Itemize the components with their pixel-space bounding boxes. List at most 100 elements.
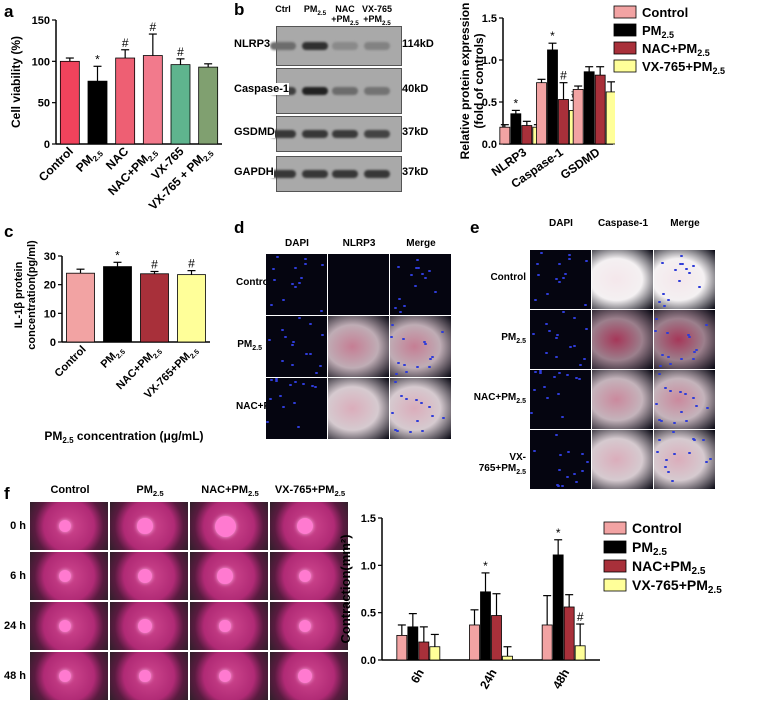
chart-b-y-axis-label: Relative protein expression <box>458 3 472 160</box>
blot-strip <box>270 156 402 192</box>
chart-f-ytick-label: 0.5 <box>361 608 376 620</box>
c-significance-mark: # <box>188 257 195 271</box>
nucleus-dot <box>661 262 664 264</box>
nucleus-dot <box>289 384 292 386</box>
nucleus-dot <box>311 385 314 387</box>
legend-b-swatch <box>613 23 637 37</box>
nucleus-dot <box>661 354 664 356</box>
micro-image-cell <box>328 316 389 377</box>
chart-b-bar <box>510 113 522 145</box>
chart-f-bar <box>469 624 480 661</box>
nucleus-dot <box>561 416 564 418</box>
nucleus-dot <box>655 403 658 405</box>
micro-image-cell <box>654 310 715 369</box>
nucleus-dot <box>585 260 588 262</box>
nucleus-dot <box>270 379 273 381</box>
wells-column-label: NAC+PM2.5 <box>201 484 259 499</box>
panel-label-e: e <box>470 218 480 237</box>
blot-size-label: 37kD <box>402 166 429 178</box>
gel-disc <box>298 569 312 583</box>
nucleus-dot <box>680 411 683 413</box>
nucleus-dot <box>304 263 307 265</box>
nucleus-dot <box>660 420 663 422</box>
c-bar <box>103 266 132 343</box>
gel-disc <box>298 669 312 683</box>
nucleus-dot <box>266 421 269 423</box>
nucleus-dot <box>546 293 549 295</box>
nucleus-dot <box>695 349 698 351</box>
well-image <box>270 652 348 700</box>
gel-disc <box>219 670 231 682</box>
legend-f-swatch <box>603 521 627 535</box>
blot-band <box>364 170 390 178</box>
legend-f-entry: NAC+PM2.5​ <box>632 558 706 577</box>
micro-image-cell <box>592 310 653 369</box>
chart-b-significance-mark: * <box>513 96 518 110</box>
blot-band <box>332 87 358 95</box>
micro-image-cell <box>592 250 653 309</box>
nucleus-dot <box>396 430 399 432</box>
gel-disc <box>58 519 72 533</box>
micro-row-label: NAC+PM2.5 <box>473 392 526 405</box>
nucleus-dot <box>321 264 324 266</box>
blot-lane-label: VX-765 +PM2.5 <box>361 4 393 27</box>
blot-band <box>302 130 328 138</box>
chart-f-bar <box>491 615 502 661</box>
a-ytick-label: 150 <box>32 15 50 27</box>
nucleus-dot <box>673 453 676 455</box>
nucleus-dot <box>558 372 561 374</box>
nucleus-dot <box>579 364 582 366</box>
gel-disc <box>58 619 72 633</box>
nucleus-dot <box>415 399 418 401</box>
a-y-axis-label: Cell viability (%) <box>9 36 23 128</box>
blot-band <box>332 42 358 50</box>
chart-b-bar <box>499 126 511 145</box>
nucleus-dot <box>394 381 397 383</box>
chart-f-bar <box>563 606 575 661</box>
nucleus-dot <box>394 307 397 309</box>
micro-image-cell <box>328 254 389 315</box>
nucleus-dot <box>655 318 658 320</box>
nucleus-dot <box>656 451 659 453</box>
legend-f-entry: PM2.5​ <box>632 539 667 558</box>
nucleus-dot <box>399 311 402 313</box>
well-image <box>110 602 188 650</box>
chart-f-ytick-label: 1.0 <box>361 560 376 572</box>
nucleus-dot <box>298 282 301 284</box>
nucleus-dot <box>275 380 278 382</box>
well-image <box>190 602 268 650</box>
nucleus-dot <box>658 419 661 421</box>
nucleus-dot <box>671 480 674 482</box>
nucleus-dot <box>532 333 535 335</box>
micro-row-label: Control <box>236 277 272 288</box>
nucleus-dot <box>420 402 423 404</box>
gel-disc <box>214 515 236 537</box>
nucleus-dot <box>659 365 662 367</box>
panel-label-a: a <box>4 2 14 21</box>
nucleus-dot <box>434 291 437 293</box>
nucleus-dot <box>416 259 419 261</box>
nucleus-dot <box>530 412 533 414</box>
blot-band <box>332 130 358 138</box>
legend-f: Control PM2.5​NAC+PM2.5​VX-765+PM2.5​ <box>603 520 722 596</box>
nucleus-dot <box>395 373 398 375</box>
chart-f-bar <box>502 655 513 661</box>
blot-band <box>364 130 390 138</box>
nucleus-dot <box>685 268 688 270</box>
well-image <box>30 552 108 600</box>
chart-b-bar <box>558 99 569 145</box>
well-image <box>190 502 268 550</box>
nucleus-dot <box>405 398 408 400</box>
nucleus-dot <box>654 330 657 332</box>
blot-band <box>302 170 328 178</box>
wells-row-label: 0 h <box>10 520 26 532</box>
gel-contraction-wells: Control PM2.5 NAC+PM2.5 VX-765+PM2.5 0 h 6 h 2… <box>0 484 352 706</box>
c-ytick-label: 30 <box>44 251 56 263</box>
gel-disc <box>137 518 153 534</box>
well-image <box>30 502 108 550</box>
micro-image-cell <box>390 378 451 439</box>
nucleus-dot <box>669 363 672 365</box>
a-category-label: Control <box>36 144 76 184</box>
nucleus-dot <box>291 364 294 366</box>
gel-disc <box>138 569 152 583</box>
